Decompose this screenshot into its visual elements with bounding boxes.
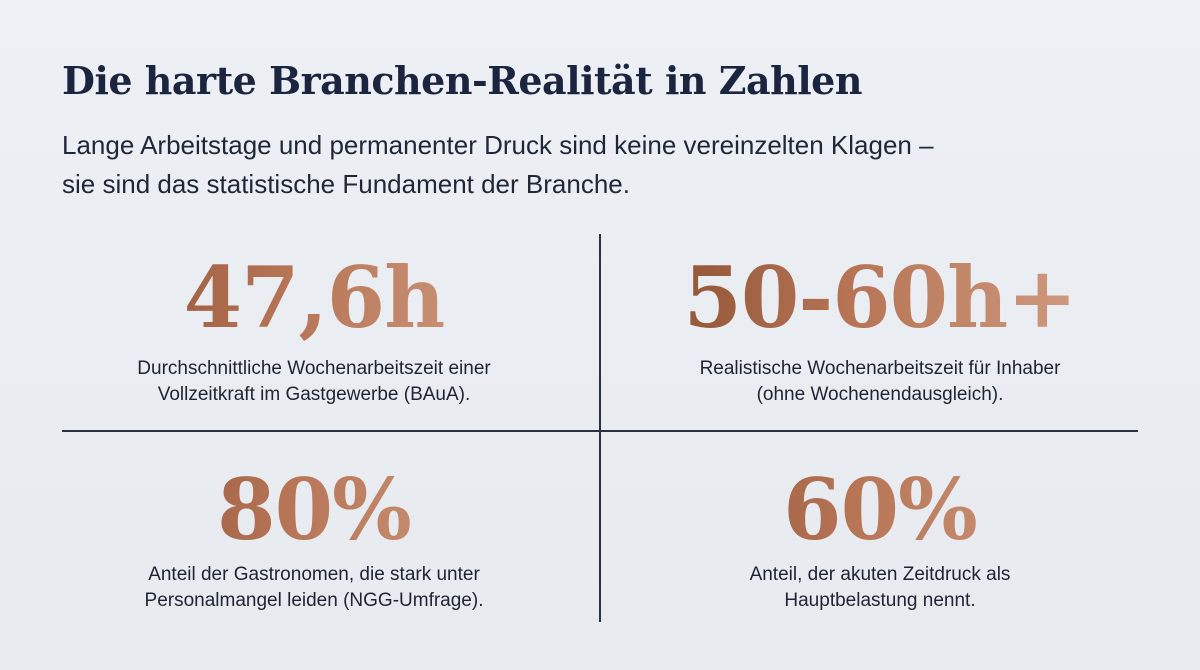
stat-description: Anteil, der akuten Zeitdruck als Hauptbe… xyxy=(630,562,1130,614)
stat-weekly-hours-owner: 50-60h+ Realistische Wochenarbeitszeit f… xyxy=(630,248,1130,408)
stat-description: Durchschnittliche Wochenarbeitszeit eine… xyxy=(64,356,564,408)
stat-value: 50-60h+ xyxy=(630,248,1130,348)
subtitle-line-2: sie sind das statistische Fundament der … xyxy=(62,169,630,199)
page-subtitle: Lange Arbeitstage und permanenter Druck … xyxy=(62,126,1062,204)
page-title: Die harte Branchen-Realität in Zahlen xyxy=(62,58,862,103)
stat-description-line: Anteil, der akuten Zeitdruck als xyxy=(749,564,1011,585)
stat-weekly-hours-employee: 47,6h Durchschnittliche Wochenarbeitszei… xyxy=(64,248,564,408)
subtitle-line-1: Lange Arbeitstage und permanenter Druck … xyxy=(62,130,934,160)
stat-description-line: Durchschnittliche Wochenarbeitszeit eine… xyxy=(137,358,491,379)
vertical-divider xyxy=(599,234,601,622)
stat-value: 47,6h xyxy=(64,248,564,348)
stat-value: 60% xyxy=(630,460,1130,560)
stat-description-line: Personalmangel leiden (NGG-Umfrage). xyxy=(144,590,484,611)
stat-description-line: Vollzeitkraft im Gastgewerbe (BAuA). xyxy=(157,384,471,405)
stat-value: 80% xyxy=(64,460,564,560)
stat-description-line: Realistische Wochenarbeitszeit für Inhab… xyxy=(699,358,1061,379)
stat-description: Anteil der Gastronomen, die stark unter … xyxy=(64,562,564,614)
stat-description: Realistische Wochenarbeitszeit für Inhab… xyxy=(630,356,1130,408)
stat-time-pressure: 60% Anteil, der akuten Zeitdruck als Hau… xyxy=(630,460,1130,614)
stat-description-line: (ohne Wochenendausgleich). xyxy=(756,384,1004,405)
stat-staff-shortage: 80% Anteil der Gastronomen, die stark un… xyxy=(64,460,564,614)
stat-description-line: Hauptbelastung nennt. xyxy=(784,590,976,611)
stat-description-line: Anteil der Gastronomen, die stark unter xyxy=(148,564,480,585)
horizontal-divider xyxy=(62,430,1138,432)
